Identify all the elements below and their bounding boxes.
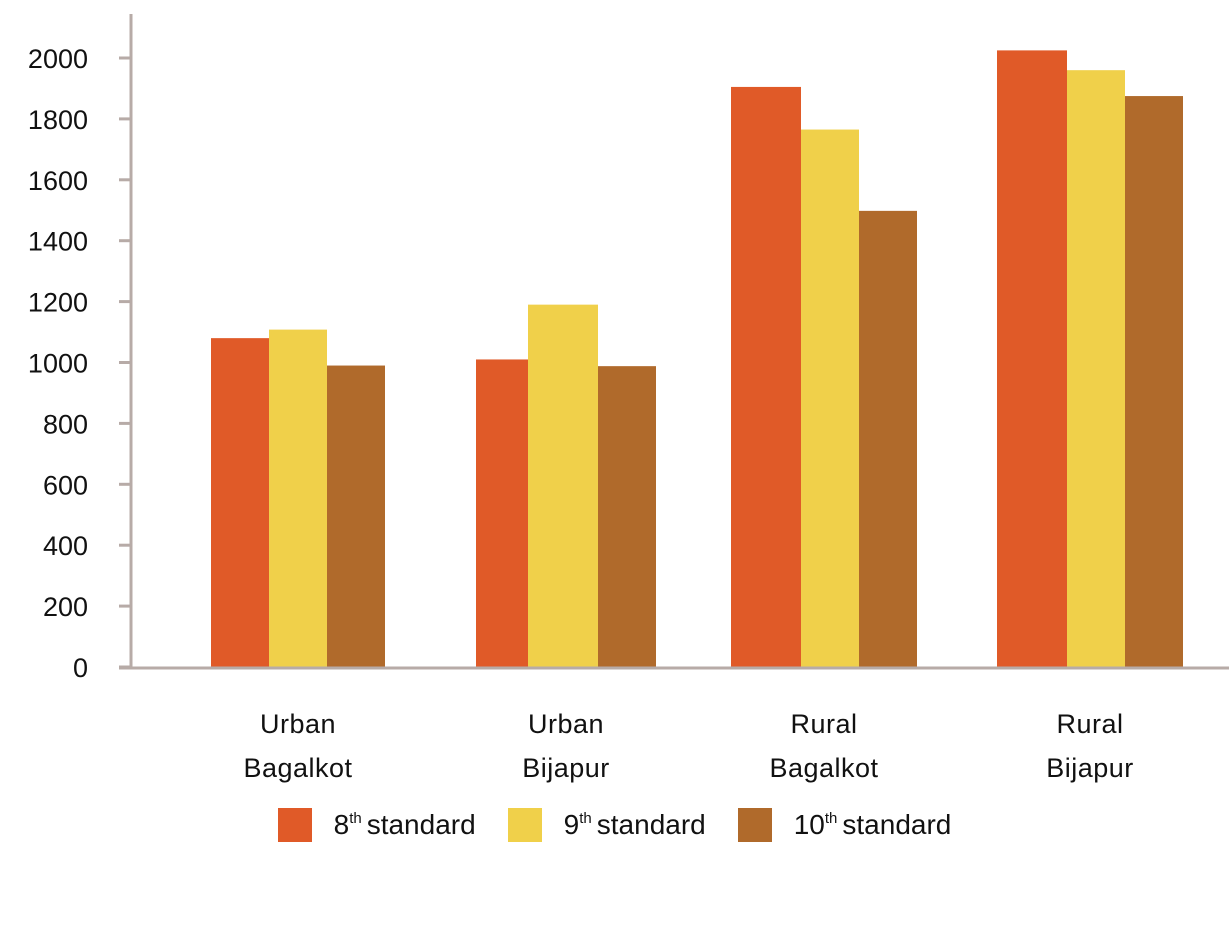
y-tick-label: 1800 [28, 105, 88, 135]
legend-label: 10th standard [793, 809, 952, 840]
legend-label: 8th standard [333, 809, 476, 840]
y-axis-ticks: 0 200 400 600 800 1000 1200 1400 1600 1800 2000 [28, 44, 131, 683]
x-category-label: Bijapur [1046, 753, 1134, 783]
y-tick-label: 1000 [28, 349, 88, 379]
x-category-label: Rural [790, 709, 857, 739]
legend-swatch [737, 808, 772, 842]
x-category-label: Bijapur [522, 753, 610, 783]
y-tick-label: 400 [43, 531, 88, 561]
bar-urban-bijapur-10th-standard [598, 366, 656, 667]
legend-item-8th-standard: 8th standard [277, 808, 476, 842]
y-tick-label: 0 [73, 653, 88, 683]
bar-rural-bagalkot-10th-standard [859, 210, 917, 667]
bar-urban-bagalkot-8th-standard [211, 338, 269, 667]
legend-swatch [507, 808, 542, 842]
x-category-label: Bagalkot [243, 753, 352, 783]
x-axis-labels: Urban Bagalkot Urban Bijapur Rural Bagalkot Ru… [243, 709, 1133, 783]
y-tick-label: 600 [43, 470, 88, 500]
y-tick-label: 800 [43, 409, 88, 439]
legend-swatch [277, 808, 312, 842]
bars-group [211, 50, 1183, 668]
y-tick-label: 200 [43, 592, 88, 622]
bar-urban-bagalkot-9th-standard [269, 329, 327, 667]
legend-item-10th-standard: 10th standard [737, 808, 952, 842]
bar-urban-bijapur-8th-standard [476, 359, 528, 667]
legend-item-9th-standard: 9th standard [507, 808, 706, 842]
bar-rural-bagalkot-8th-standard [731, 86, 801, 668]
bar-chart: 0 200 400 600 800 1000 1200 1400 1600 1800 2000 Ur… [28, 14, 1229, 783]
y-tick-label: 1600 [28, 166, 88, 196]
bar-rural-bijapur-10th-standard [1125, 96, 1183, 667]
x-category-label: Bagalkot [769, 753, 878, 783]
x-category-label: Urban [528, 709, 604, 739]
bar-urban-bijapur-9th-standard [528, 304, 598, 667]
legend: 8th standard 9th standard 10th standard [0, 808, 1229, 842]
y-tick-label: 2000 [28, 44, 88, 74]
x-category-label: Rural [1056, 709, 1123, 739]
x-category-label: Urban [260, 709, 336, 739]
bar-urban-bagalkot-10th-standard [327, 365, 385, 667]
bar-rural-bijapur-9th-standard [1067, 70, 1125, 668]
legend-label: 9th standard [563, 809, 706, 840]
bar-rural-bagalkot-9th-standard [801, 129, 859, 667]
bar-rural-bijapur-8th-standard [997, 50, 1067, 667]
y-tick-label: 1400 [28, 227, 88, 257]
y-tick-label: 1200 [28, 288, 88, 318]
